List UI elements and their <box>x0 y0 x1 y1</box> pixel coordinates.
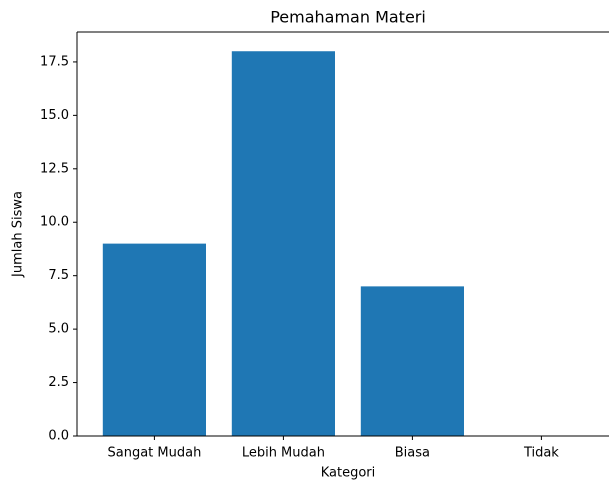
chart-title: Pemahaman Materi <box>270 8 426 27</box>
y-tick-label: 5.0 <box>48 322 69 337</box>
bar <box>231 51 335 436</box>
x-axis-label: Kategori <box>321 466 376 481</box>
x-tick-label: Sangat Mudah <box>107 446 201 461</box>
bar <box>102 243 206 436</box>
y-tick-label: 0.0 <box>48 429 69 444</box>
y-tick-label: 12.5 <box>40 161 69 176</box>
y-tick-label: 2.5 <box>48 375 69 390</box>
x-tick-label: Tidak <box>523 446 559 461</box>
y-tick-label: 15.0 <box>40 108 69 123</box>
bar <box>360 286 464 436</box>
y-axis-label: Jumlah Siswa <box>11 191 26 278</box>
y-tick-label: 17.5 <box>40 54 69 69</box>
x-tick-label: Lebih Mudah <box>242 446 325 461</box>
y-tick-label: 7.5 <box>48 268 69 283</box>
y-tick-label: 10.0 <box>40 215 69 230</box>
x-tick-label: Biasa <box>395 446 430 461</box>
